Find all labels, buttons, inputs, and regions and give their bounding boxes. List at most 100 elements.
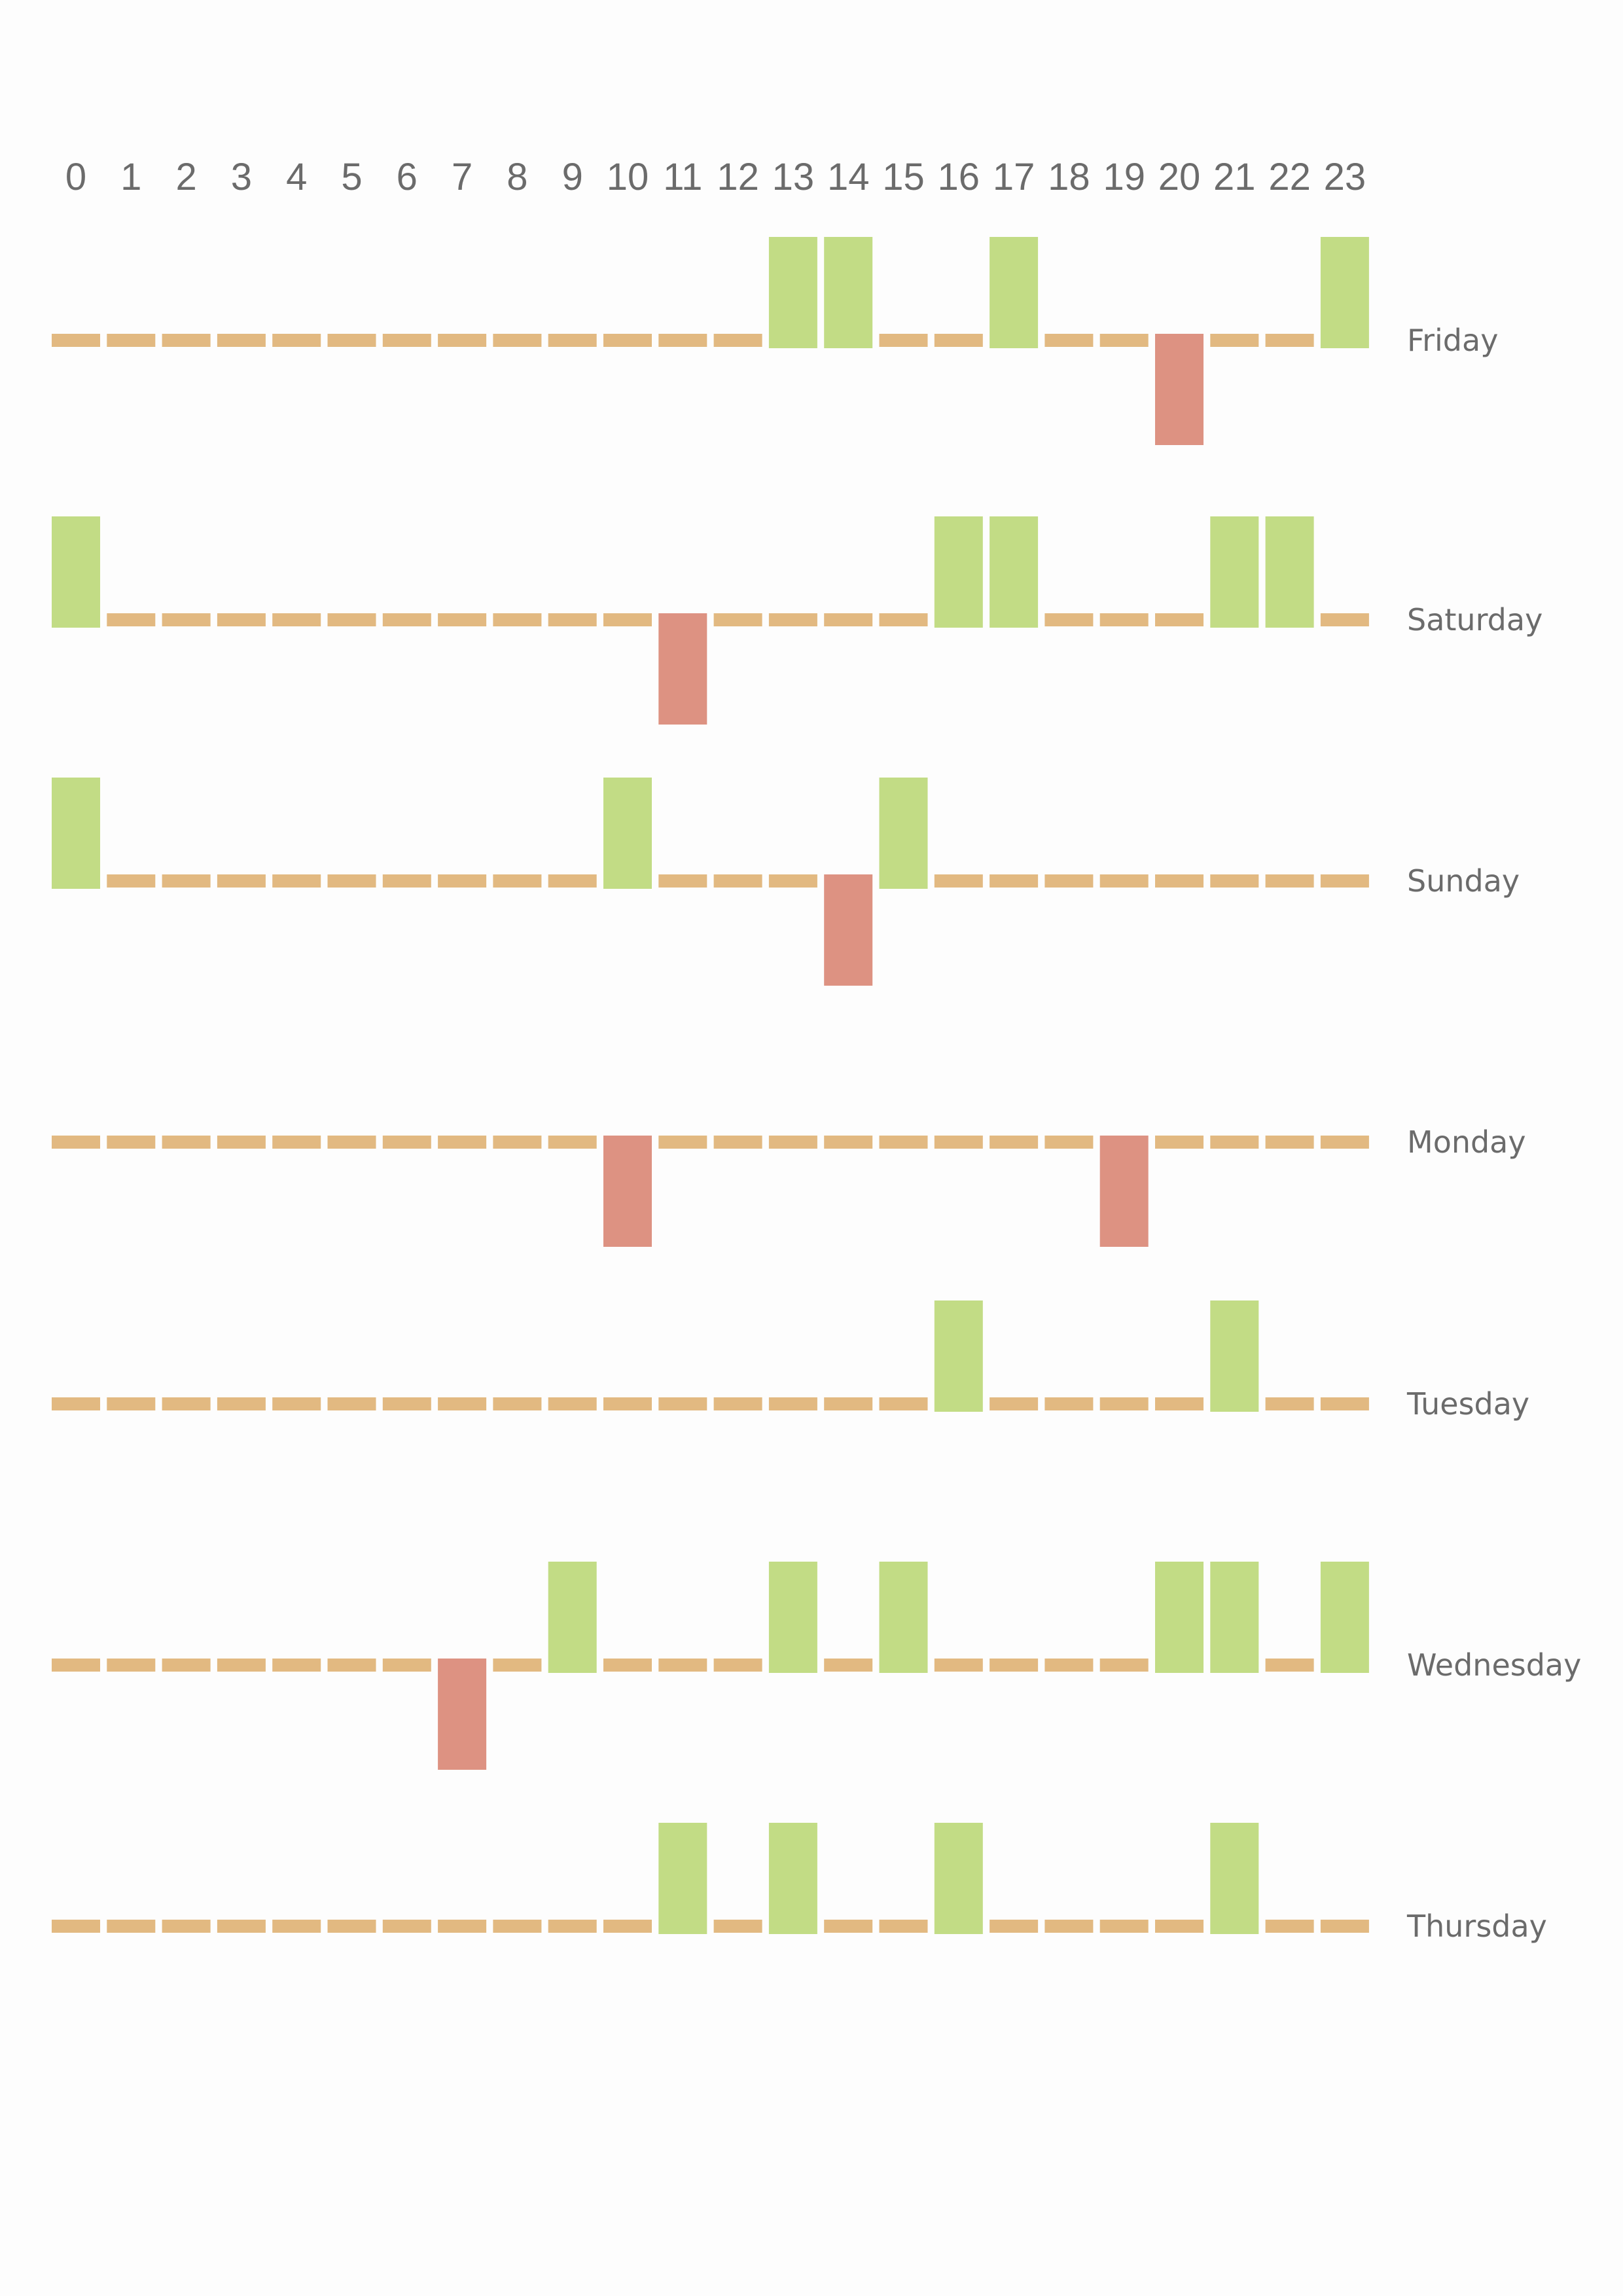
day-row-friday: Friday — [52, 237, 1498, 445]
neutral-dash — [1265, 334, 1314, 347]
positive-bar — [1210, 1562, 1259, 1673]
hour-label: 7 — [452, 156, 473, 198]
neutral-dash — [713, 874, 762, 888]
hour-label: 21 — [1213, 156, 1256, 198]
neutral-dash — [879, 613, 928, 626]
positive-bar — [52, 778, 100, 889]
day-rows: Friday Saturday Sunday Monday Tuesday Wednesd… — [52, 237, 1581, 1944]
neutral-dash — [990, 1136, 1039, 1149]
hour-label: 3 — [231, 156, 252, 198]
neutral-dash — [1320, 1920, 1369, 1933]
hour-label: 2 — [175, 156, 196, 198]
neutral-dash — [1099, 1397, 1149, 1410]
neutral-dash — [548, 1136, 597, 1149]
neutral-dash — [1044, 613, 1094, 626]
positive-bar — [934, 1300, 983, 1412]
positive-bar — [1210, 516, 1259, 628]
neutral-dash — [879, 1397, 928, 1410]
negative-bar — [1155, 334, 1204, 445]
neutral-dash — [382, 1136, 431, 1149]
neutral-dash — [52, 1920, 100, 1933]
hour-label: 23 — [1324, 156, 1366, 198]
positive-bar — [1155, 1562, 1204, 1673]
neutral-dash — [162, 613, 211, 626]
neutral-dash — [438, 613, 487, 626]
neutral-dash — [990, 1397, 1039, 1410]
neutral-dash — [934, 1659, 983, 1672]
neutral-dash — [217, 613, 266, 626]
neutral-dash — [768, 613, 817, 626]
neutral-dash — [1210, 874, 1259, 888]
neutral-dash — [713, 1920, 762, 1933]
neutral-dash — [1099, 874, 1149, 888]
neutral-dash — [990, 1659, 1039, 1672]
neutral-dash — [603, 1397, 652, 1410]
neutral-dash — [1265, 874, 1314, 888]
neutral-dash — [879, 1920, 928, 1933]
neutral-dash — [603, 1920, 652, 1933]
positive-bar — [990, 237, 1039, 348]
neutral-dash — [824, 1659, 873, 1672]
neutral-dash — [1265, 1659, 1314, 1672]
neutral-dash — [438, 1920, 487, 1933]
neutral-dash — [1155, 1136, 1204, 1149]
neutral-dash — [548, 874, 597, 888]
neutral-dash — [107, 874, 156, 888]
neutral-dash — [1320, 1397, 1369, 1410]
neutral-dash — [382, 334, 431, 347]
hour-label: 14 — [827, 156, 870, 198]
neutral-dash — [1155, 1920, 1204, 1933]
hour-label: 4 — [286, 156, 307, 198]
neutral-dash — [1044, 1397, 1094, 1410]
neutral-dash — [713, 334, 762, 347]
neutral-dash — [1320, 874, 1369, 888]
neutral-dash — [493, 613, 542, 626]
hour-label: 20 — [1158, 156, 1201, 198]
positive-bar — [934, 516, 983, 628]
neutral-dash — [327, 1920, 376, 1933]
positive-bar — [1320, 237, 1369, 348]
neutral-dash — [272, 613, 321, 626]
neutral-dash — [658, 874, 707, 888]
neutral-dash — [713, 1136, 762, 1149]
neutral-dash — [879, 334, 928, 347]
positive-bar — [879, 778, 928, 889]
neutral-dash — [382, 613, 431, 626]
neutral-dash — [162, 874, 211, 888]
day-row-tuesday: Tuesday — [52, 1300, 1529, 1422]
neutral-dash — [1210, 1136, 1259, 1149]
day-label: Tuesday — [1406, 1386, 1529, 1422]
neutral-dash — [272, 334, 321, 347]
neutral-dash — [1320, 613, 1369, 626]
neutral-dash — [382, 1397, 431, 1410]
hour-label: 0 — [65, 156, 86, 198]
neutral-dash — [1155, 613, 1204, 626]
neutral-dash — [438, 874, 487, 888]
neutral-dash — [382, 1659, 431, 1672]
neutral-dash — [658, 1136, 707, 1149]
neutral-dash — [493, 1659, 542, 1672]
neutral-dash — [658, 1397, 707, 1410]
hour-label: 19 — [1103, 156, 1145, 198]
neutral-dash — [162, 1397, 211, 1410]
positive-bar — [1210, 1823, 1259, 1934]
day-row-wednesday: Wednesday — [52, 1562, 1581, 1770]
day-label: Thursday — [1406, 1909, 1547, 1944]
neutral-dash — [1210, 334, 1259, 347]
negative-bar — [1099, 1136, 1149, 1247]
neutral-dash — [493, 1397, 542, 1410]
neutral-dash — [382, 1920, 431, 1933]
neutral-dash — [272, 1920, 321, 1933]
hour-label: 10 — [607, 156, 649, 198]
neutral-dash — [162, 1136, 211, 1149]
neutral-dash — [272, 1136, 321, 1149]
neutral-dash — [493, 334, 542, 347]
neutral-dash — [107, 1659, 156, 1672]
neutral-dash — [713, 613, 762, 626]
positive-bar — [52, 516, 100, 628]
neutral-dash — [107, 334, 156, 347]
neutral-dash — [272, 1659, 321, 1672]
neutral-dash — [1320, 1136, 1369, 1149]
neutral-dash — [658, 1659, 707, 1672]
neutral-dash — [548, 334, 597, 347]
